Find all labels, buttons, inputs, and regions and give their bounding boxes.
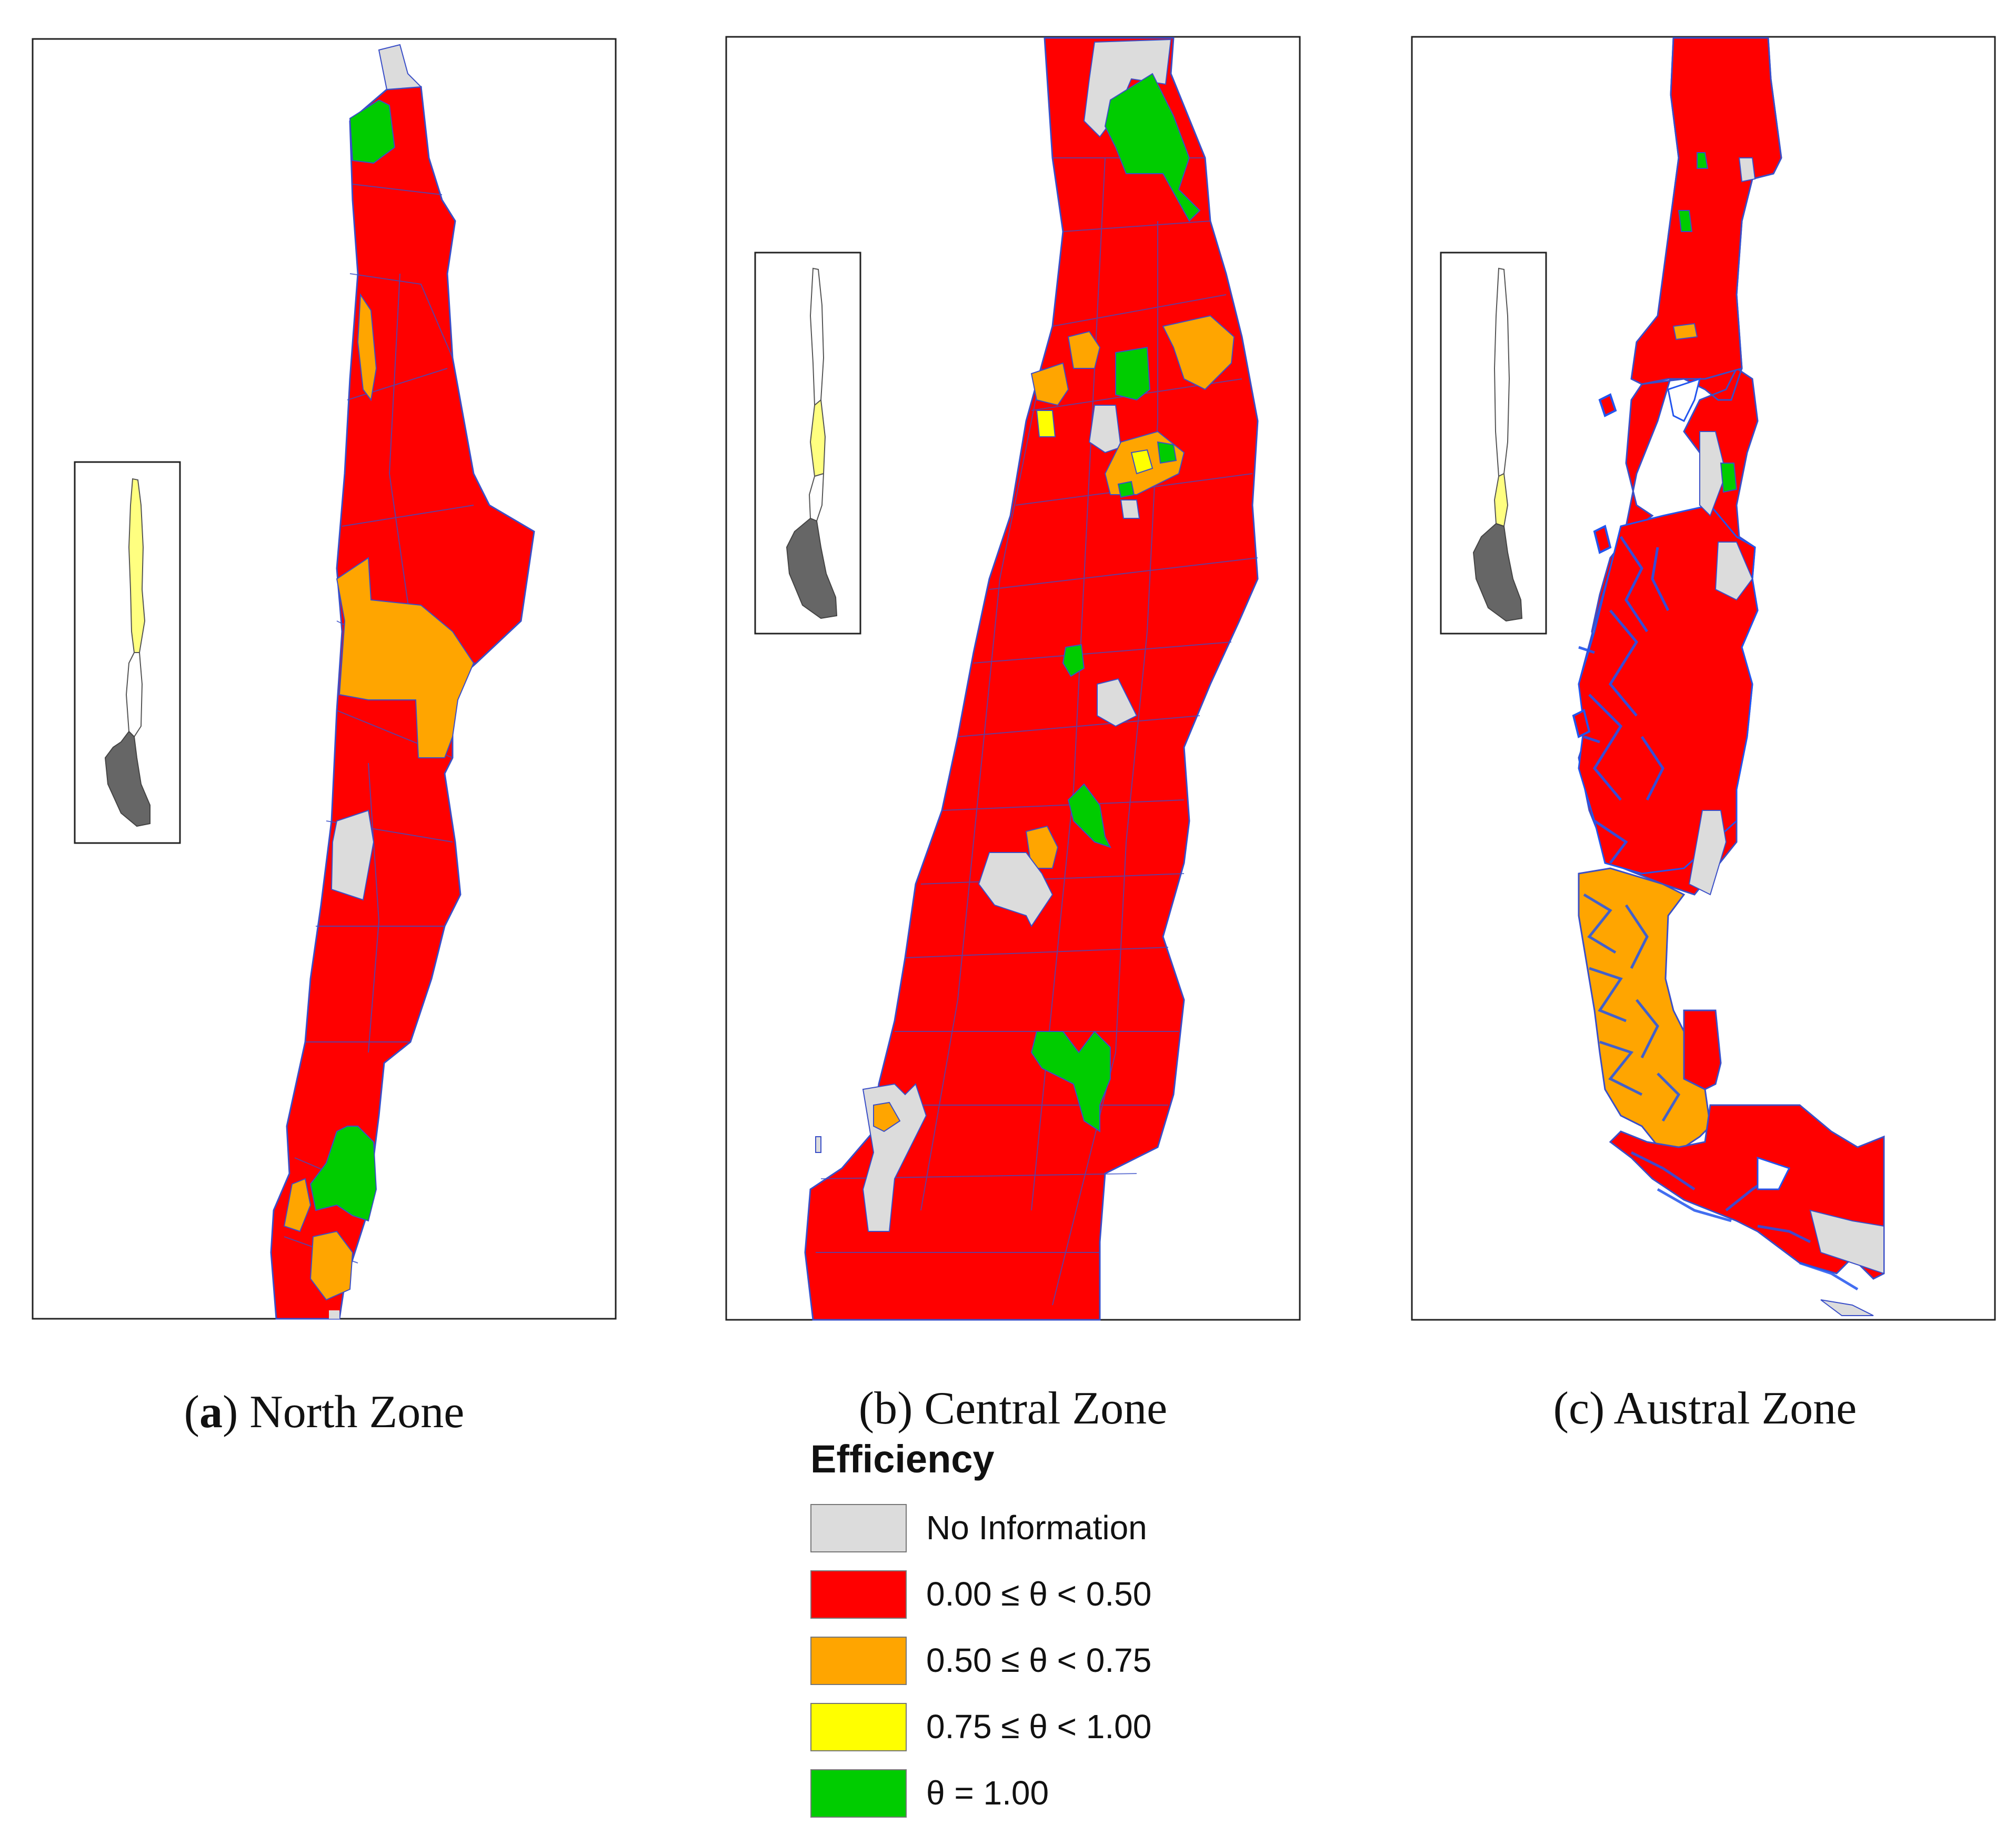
austral-zone-caption-open: (	[1553, 1383, 1569, 1434]
north-zone-no-info-1	[330, 809, 375, 901]
central-zone-orange-nw-1	[1067, 330, 1101, 369]
austral-zone-patagonia-texture	[1583, 893, 1681, 1122]
austral-zone-no-info-mid-2	[1714, 542, 1753, 601]
legend-swatch-no-information	[810, 1504, 907, 1552]
north-zone-green-2	[309, 1126, 377, 1222]
north-zone-caption-open: (	[184, 1387, 199, 1438]
central-zone-yellow-1	[1036, 410, 1056, 437]
north-zone-caption-close: )	[223, 1387, 249, 1438]
central-zone-map: (b) Central Zone	[725, 36, 1301, 1434]
central-zone-caption-text: Central Zone	[924, 1383, 1167, 1434]
north-zone-inset	[74, 461, 181, 844]
legend-label-high: 0.75 ≤ θ < 1.00	[926, 1708, 1152, 1746]
central-zone-no-info-south	[978, 852, 1054, 927]
austral-zone-inset-chile-south	[1472, 523, 1523, 622]
central-zone-green-mid	[1115, 346, 1151, 401]
central-zone-caption-close: )	[897, 1383, 924, 1434]
north-zone-inset-chile-south	[104, 730, 151, 827]
central-zone-green-top	[1104, 73, 1201, 222]
austral-zone-orange-small	[1672, 323, 1698, 340]
austral-zone-green-3	[1720, 463, 1738, 493]
austral-zone-inset	[1440, 252, 1547, 635]
central-zone-green-south-1	[1067, 783, 1111, 848]
legend-swatch-full	[810, 1769, 907, 1818]
austral-zone-no-info-mid-1	[1699, 431, 1727, 517]
austral-zone-fjord-texture	[1578, 536, 1670, 864]
central-zone-yellow-2	[1130, 449, 1154, 475]
austral-zone-green-1	[1697, 152, 1709, 169]
legend-swatch-low	[810, 1570, 907, 1619]
north-zone-orange-large	[336, 557, 475, 758]
central-zone-inset	[754, 252, 861, 635]
austral-zone-no-info-north	[1738, 157, 1756, 183]
north-zone-orange-south-1	[283, 1178, 312, 1232]
austral-zone-red-patagonia-east	[1683, 1009, 1722, 1090]
north-zone-orange-coast	[357, 293, 377, 402]
austral-zone-caption-text: Austral Zone	[1613, 1383, 1857, 1434]
austral-zone-islands	[1572, 393, 1617, 738]
central-zone-green-south-2	[1030, 1030, 1111, 1132]
legend-label-no-information: No Information	[926, 1509, 1147, 1547]
legend-swatch-mid	[810, 1637, 907, 1685]
legend-label-full: θ = 1.00	[926, 1774, 1049, 1812]
austral-zone-map: (c) Austral Zone	[1411, 36, 1996, 1434]
central-zone-no-info-cluster	[1120, 499, 1140, 519]
central-zone-islet	[815, 1136, 821, 1153]
austral-zone-caption: (c) Austral Zone	[1553, 1383, 1857, 1434]
central-zone-no-info-mid	[1088, 405, 1122, 454]
central-zone-green-cluster	[1157, 441, 1177, 464]
austral-zone-no-info-tail	[1820, 1299, 1874, 1316]
central-zone-caption: (b) Central Zone	[859, 1383, 1167, 1434]
central-zone-green-center	[1062, 644, 1085, 677]
austral-zone-white-gap	[1667, 377, 1701, 423]
austral-zone-no-info-tip	[1809, 1209, 1884, 1275]
north-zone-orange-south-2	[309, 1230, 354, 1301]
central-zone-caption-open: (	[859, 1383, 874, 1434]
central-zone-orange-nw-2	[1030, 362, 1069, 406]
north-zone-no-info-tip	[378, 44, 423, 91]
north-zone-inset-chile-outline	[128, 478, 146, 653]
legend-label-low: 0.00 ≤ θ < 0.50	[926, 1575, 1152, 1613]
north-zone-caption-text: North Zone	[249, 1387, 464, 1438]
central-zone-caption-letter: b	[874, 1383, 897, 1434]
north-zone-no-info-tip-south	[329, 1310, 339, 1319]
north-zone-caption-letter: a	[199, 1387, 223, 1438]
north-zone-land	[270, 86, 535, 1320]
austral-zone-no-info-mid-3	[1688, 810, 1727, 896]
austral-zone-green-2	[1678, 210, 1693, 232]
north-zone-caption: (a) North Zone	[184, 1387, 465, 1438]
central-zone-orange-ne	[1162, 315, 1235, 390]
legend-label-mid: 0.50 ≤ θ < 0.75	[926, 1641, 1152, 1679]
austral-zone-island-3	[1598, 393, 1617, 417]
north-zone-map: (a) North Zone	[32, 38, 617, 1438]
legend-title: Efficiency	[810, 1437, 995, 1481]
austral-zone-island-1	[1572, 709, 1591, 738]
north-zone-inset-chile-center	[125, 652, 143, 738]
central-zone-no-info-center	[1097, 678, 1138, 727]
austral-zone-land-north-main	[1630, 37, 1782, 385]
north-zone-green-1	[349, 99, 396, 164]
austral-zone-island-2	[1593, 525, 1612, 554]
austral-zone-caption-close: )	[1589, 1383, 1613, 1434]
austral-zone-land-fjords	[1578, 504, 1759, 875]
central-zone-inset-chile-south	[786, 517, 838, 619]
austral-zone-white-inlet	[1757, 1156, 1791, 1190]
austral-zone-caption-letter: c	[1569, 1383, 1589, 1434]
central-zone-green-cluster-2	[1117, 480, 1135, 498]
central-zone-orange-coast	[873, 1101, 901, 1132]
legend-swatch-high	[810, 1703, 907, 1751]
